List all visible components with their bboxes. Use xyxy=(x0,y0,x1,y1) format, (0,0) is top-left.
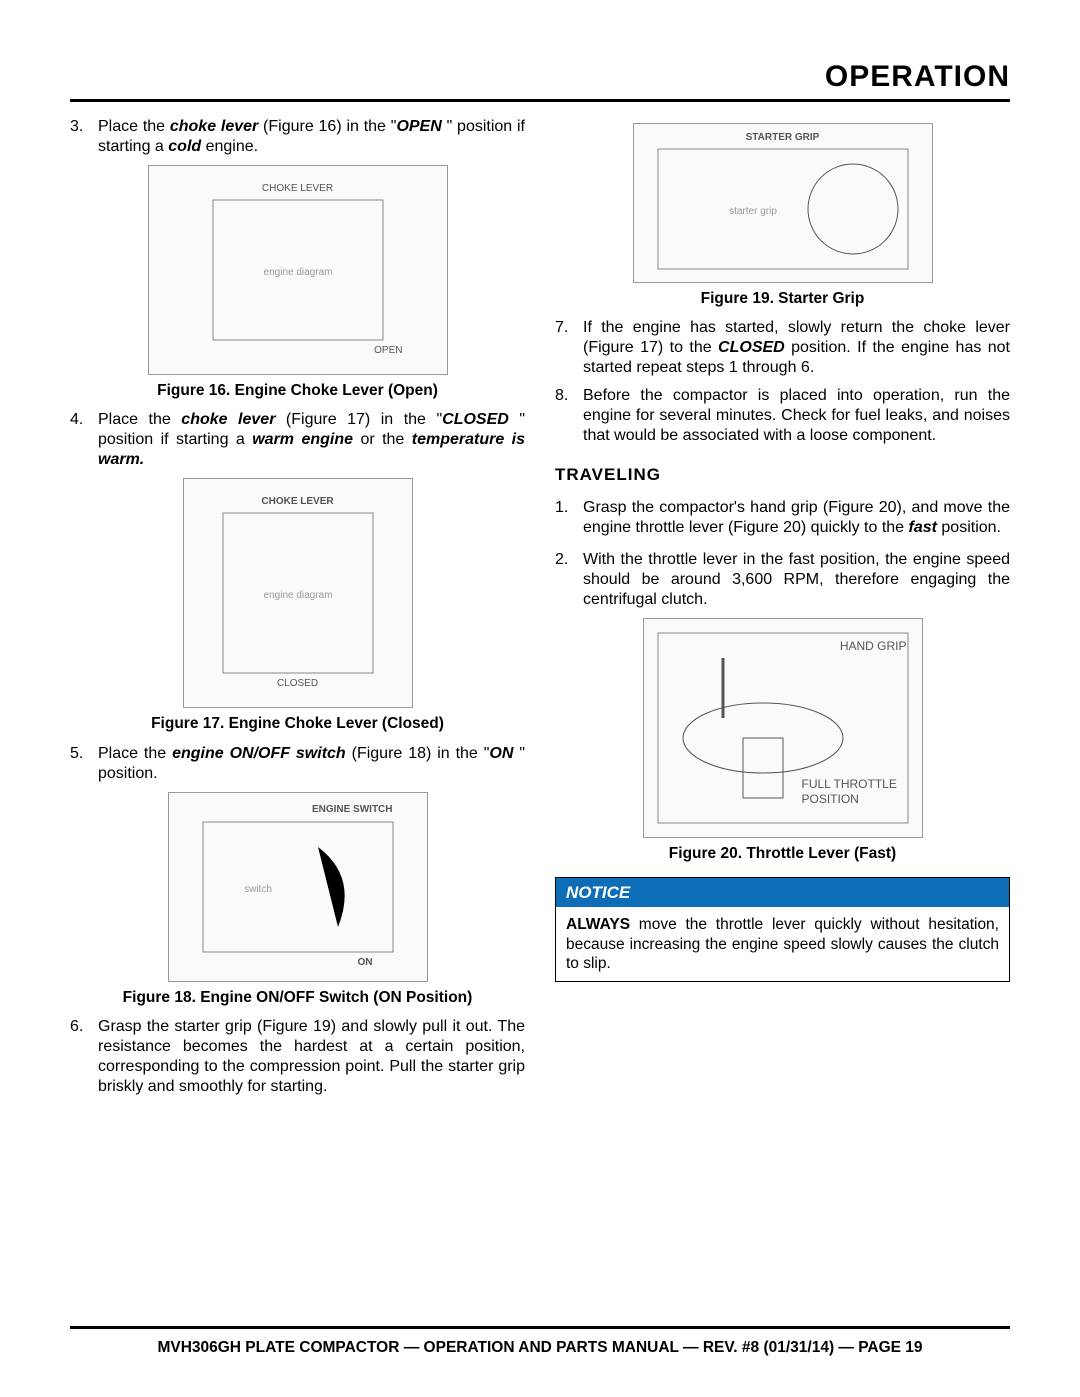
left-column: 3. Place the choke lever (Figure 16) in … xyxy=(70,117,525,1105)
step-4: 4. Place the choke lever (Figure 17) in … xyxy=(70,410,525,470)
right-column: STARTER GRIP starter grip Figure 19. Sta… xyxy=(555,117,1010,1105)
figure-17-image: CHOKE LEVER engine diagram CLOSED xyxy=(183,478,413,708)
step-5: 5. Place the engine ON/OFF switch (Figur… xyxy=(70,744,525,784)
svg-text:switch: switch xyxy=(244,884,272,895)
text: Place the xyxy=(98,411,181,428)
page-header-title: OPERATION xyxy=(70,60,1010,94)
notice-header: NOTICE xyxy=(556,878,1009,907)
bold-text: CLOSED xyxy=(718,339,785,356)
step-number: 3. xyxy=(70,117,98,157)
figure-18-box: ENGINE SWITCH switch ON xyxy=(70,792,525,982)
figure-17-box: CHOKE LEVER engine diagram CLOSED xyxy=(70,478,525,708)
step-body: Grasp the starter grip (Figure 19) and s… xyxy=(98,1017,525,1097)
step-body: Place the engine ON/OFF switch (Figure 1… xyxy=(98,744,525,784)
svg-text:engine diagram: engine diagram xyxy=(263,267,332,278)
bold-text: ON xyxy=(489,745,513,762)
step-3: 3. Place the choke lever (Figure 16) in … xyxy=(70,117,525,157)
switch-diagram-icon: switch xyxy=(198,817,398,957)
bold-text: choke lever xyxy=(170,118,258,135)
svg-text:starter grip: starter grip xyxy=(729,206,777,217)
page-footer: MVH306GH PLATE COMPACTOR — OPERATION AND… xyxy=(70,1326,1010,1357)
step-body: Grasp the compactor's hand grip (Figure … xyxy=(583,498,1010,538)
text: engine. xyxy=(201,138,258,155)
traveling-heading: TRAVELING xyxy=(555,464,1010,485)
text: position. xyxy=(937,519,1001,536)
bold-text: engine ON/OFF switch xyxy=(172,745,346,762)
figure-label: ON xyxy=(358,957,373,970)
footer-text: MVH306GH PLATE COMPACTOR — OPERATION AND… xyxy=(70,1339,1010,1357)
engine-diagram-icon: engine diagram xyxy=(218,508,378,678)
footer-rule xyxy=(70,1326,1010,1329)
step-8: 8. Before the compactor is placed into o… xyxy=(555,386,1010,446)
step-number: 4. xyxy=(70,410,98,470)
figure-label: FULL THROTTLE POSITION xyxy=(802,777,912,807)
figure-19-box: STARTER GRIP starter grip xyxy=(555,123,1010,283)
svg-text:engine diagram: engine diagram xyxy=(263,590,332,601)
figure-19-caption: Figure 19. Starter Grip xyxy=(555,289,1010,308)
step-number: 6. xyxy=(70,1017,98,1097)
step-body: If the engine has started, slowly return… xyxy=(583,318,1010,378)
step-body: Place the choke lever (Figure 16) in the… xyxy=(98,117,525,157)
bold-text: CLOSED xyxy=(442,411,509,428)
figure-label: ENGINE SWITCH xyxy=(312,804,393,817)
figure-20-image: HAND GRIP FULL THROTTLE POSITION xyxy=(643,618,923,838)
figure-label: CHOKE LEVER xyxy=(262,183,333,196)
bold-text: OPEN xyxy=(396,118,441,135)
figure-20-box: HAND GRIP FULL THROTTLE POSITION xyxy=(555,618,1010,838)
bold-text: warm engine xyxy=(252,431,353,448)
step-body: Before the compactor is placed into oper… xyxy=(583,386,1010,446)
step-6: 6. Grasp the starter grip (Figure 19) an… xyxy=(70,1017,525,1097)
bold-text: ALWAYS xyxy=(566,916,630,933)
engine-diagram-icon: engine diagram xyxy=(208,195,388,345)
step-number: 2. xyxy=(555,550,583,610)
figure-16-box: CHOKE LEVER engine diagram OPEN xyxy=(70,165,525,375)
step-7: 7. If the engine has started, slowly ret… xyxy=(555,318,1010,378)
figure-18-caption: Figure 18. Engine ON/OFF Switch (ON Posi… xyxy=(70,988,525,1007)
figure-label: OPEN xyxy=(374,345,402,358)
text: Place the xyxy=(98,118,170,135)
figure-16-image: CHOKE LEVER engine diagram OPEN xyxy=(148,165,448,375)
starter-diagram-icon: starter grip xyxy=(653,144,913,274)
figure-16-caption: Figure 16. Engine Choke Lever (Open) xyxy=(70,381,525,400)
step-number: 1. xyxy=(555,498,583,538)
header-rule xyxy=(70,99,1010,102)
step-body: With the throttle lever in the fast posi… xyxy=(583,550,1010,610)
traveling-step-2: 2. With the throttle lever in the fast p… xyxy=(555,550,1010,610)
bold-text: choke lever xyxy=(181,411,275,428)
traveling-step-1: 1. Grasp the compactor's hand grip (Figu… xyxy=(555,498,1010,538)
text: Place the xyxy=(98,745,172,762)
step-number: 8. xyxy=(555,386,583,446)
figure-label: CHOKE LEVER xyxy=(261,496,333,509)
step-number: 5. xyxy=(70,744,98,784)
text: move the throttle lever quickly without … xyxy=(566,916,999,972)
figure-19-image: STARTER GRIP starter grip xyxy=(633,123,933,283)
bold-text: fast xyxy=(909,519,937,536)
notice-body: ALWAYS move the throttle lever quickly w… xyxy=(556,907,1009,981)
figure-17-caption: Figure 17. Engine Choke Lever (Closed) xyxy=(70,714,525,733)
content-columns: 3. Place the choke lever (Figure 16) in … xyxy=(70,117,1010,1105)
step-number: 7. xyxy=(555,318,583,378)
bold-text: cold xyxy=(168,138,201,155)
figure-20-caption: Figure 20. Throttle Lever (Fast) xyxy=(555,844,1010,863)
figure-18-image: ENGINE SWITCH switch ON xyxy=(168,792,428,982)
text: or the xyxy=(353,431,412,448)
notice-box: NOTICE ALWAYS move the throttle lever qu… xyxy=(555,877,1010,982)
text: (Figure 16) in the " xyxy=(258,118,396,135)
step-body: Place the choke lever (Figure 17) in the… xyxy=(98,410,525,470)
figure-label: STARTER GRIP xyxy=(746,132,820,145)
text: (Figure 17) in the " xyxy=(275,411,442,428)
figure-label: HAND GRIP xyxy=(840,639,907,654)
figure-label: CLOSED xyxy=(277,678,318,691)
text: (Figure 18) in the " xyxy=(346,745,490,762)
